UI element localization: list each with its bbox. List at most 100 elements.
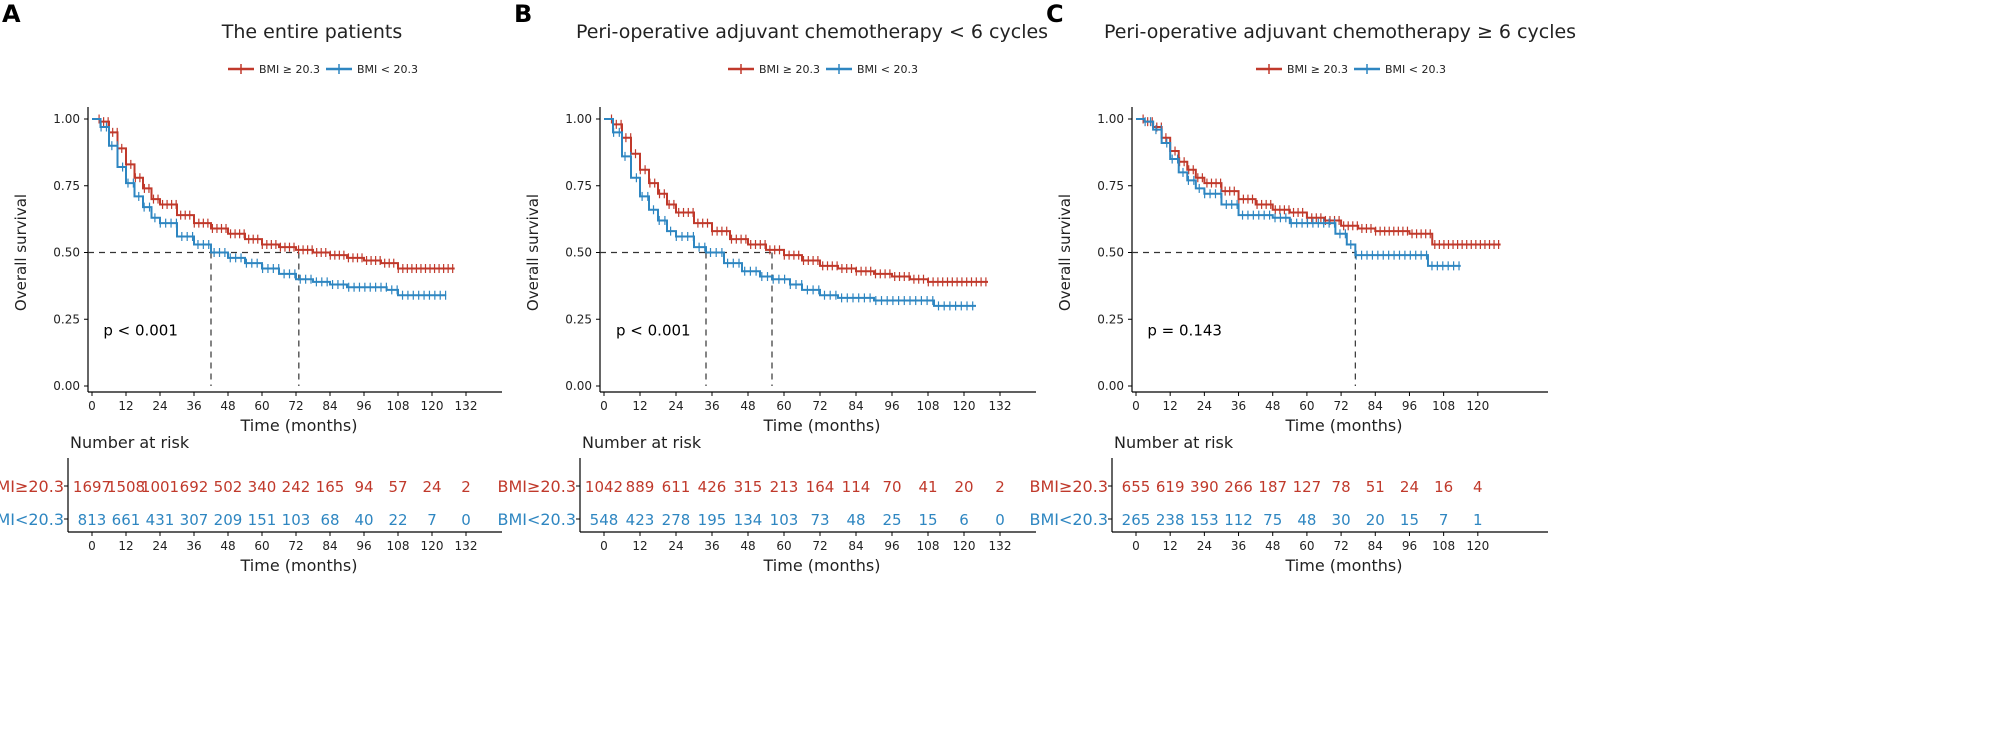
risk-count-high: 1001 (141, 478, 179, 496)
risk-count-low: 7 (1439, 511, 1449, 529)
risk-count-high: 315 (734, 478, 763, 496)
legend-label-low: BMI < 20.3 (857, 63, 918, 76)
risk-count-low: 813 (78, 511, 107, 529)
legend: BMI ≥ 20.3 BMI < 20.3 (728, 63, 918, 76)
x-tick-label: 48 (1265, 399, 1280, 413)
curve-bmi-high-group (1136, 114, 1501, 249)
risk-row-label-low: BMI<20.3 (497, 510, 576, 529)
risk-x-tick-label: 120 (421, 539, 444, 553)
x-tick-label: 120 (953, 399, 976, 413)
x-tick-label: 72 (288, 399, 303, 413)
x-axis-label: Time (months) (1285, 416, 1403, 435)
y-tick-label: 0.75 (1097, 179, 1124, 193)
risk-count-low: 307 (180, 511, 209, 529)
risk-count-high: 78 (1332, 478, 1351, 496)
risk-count-low: 423 (626, 511, 655, 529)
x-tick-label: 72 (1333, 399, 1348, 413)
risk-x-axis-label: Time (months) (1285, 556, 1403, 575)
risk-count-high: 24 (422, 478, 441, 496)
risk-count-high: 692 (180, 478, 209, 496)
risk-count-low: 195 (698, 511, 727, 529)
risk-count-low: 153 (1190, 511, 1219, 529)
curve-bmi-high (92, 118, 455, 270)
x-tick-label: 96 (884, 399, 899, 413)
risk-x-tick-label: 0 (88, 539, 96, 553)
legend: BMI ≥ 20.3 BMI < 20.3 (1256, 63, 1446, 76)
x-tick-label: 48 (740, 399, 755, 413)
risk-x-tick-label: 48 (740, 539, 755, 553)
curve-bmi-low (92, 118, 447, 297)
x-tick-label: 36 (1231, 399, 1246, 413)
x-tick-label: 36 (186, 399, 201, 413)
legend-label-high: BMI ≥ 20.3 (759, 63, 820, 76)
risk-x-tick-label: 36 (186, 539, 201, 553)
risk-table-title: Number at risk (70, 433, 190, 452)
risk-x-tick-label: 12 (632, 539, 647, 553)
x-tick-label: 60 (1299, 399, 1314, 413)
p-value: p < 0.001 (616, 321, 691, 339)
risk-x-tick-label: 120 (1466, 539, 1489, 553)
p-value: p < 0.001 (103, 321, 178, 339)
x-tick-label: 0 (1132, 399, 1140, 413)
x-tick-label: 96 (1402, 399, 1417, 413)
x-tick-label: 108 (387, 399, 410, 413)
risk-count-low: 151 (248, 511, 277, 529)
x-tick-label: 84 (848, 399, 863, 413)
risk-count-high: 2 (995, 478, 1005, 496)
x-tick-label: 24 (1197, 399, 1212, 413)
risk-row-label-high: BMI≥20.3 (1029, 477, 1108, 496)
risk-x-tick-label: 84 (848, 539, 863, 553)
x-tick-label: 120 (1466, 399, 1489, 413)
x-tick-label: 12 (632, 399, 647, 413)
risk-x-tick-label: 84 (322, 539, 337, 553)
curve-bmi-high-group (604, 114, 988, 287)
risk-count-high: 426 (698, 478, 727, 496)
risk-count-high: 1697 (73, 478, 111, 496)
risk-count-high: 70 (882, 478, 901, 496)
risk-count-low: 0 (995, 511, 1005, 529)
risk-row-label-high: BMI≥20.3 (497, 477, 576, 496)
risk-x-tick-label: 0 (1132, 539, 1140, 553)
risk-x-tick-label: 72 (812, 539, 827, 553)
risk-x-tick-label: 72 (1333, 539, 1348, 553)
curve-bmi-low-group (92, 118, 447, 300)
risk-count-low: 0 (461, 511, 471, 529)
x-tick-label: 96 (356, 399, 371, 413)
risk-count-low: 22 (388, 511, 407, 529)
risk-count-low: 134 (734, 511, 763, 529)
risk-table-title: Number at risk (1114, 433, 1234, 452)
risk-x-tick-label: 12 (118, 539, 133, 553)
risk-count-high: 114 (842, 478, 871, 496)
risk-x-tick-label: 36 (704, 539, 719, 553)
risk-count-high: 127 (1293, 478, 1322, 496)
x-tick-label: 24 (668, 399, 683, 413)
risk-count-low: 265 (1122, 511, 1151, 529)
y-tick-label: 1.00 (53, 112, 80, 126)
y-tick-label: 1.00 (1097, 112, 1124, 126)
y-tick-label: 0.00 (565, 379, 592, 393)
risk-count-low: 68 (320, 511, 339, 529)
risk-x-tick-label: 132 (989, 539, 1012, 553)
risk-table-title: Number at risk (582, 433, 702, 452)
risk-count-low: 103 (282, 511, 311, 529)
risk-x-tick-label: 108 (917, 539, 940, 553)
risk-count-high: 41 (918, 478, 937, 496)
risk-x-tick-label: 24 (152, 539, 167, 553)
risk-count-high: 242 (282, 478, 311, 496)
risk-x-tick-label: 120 (953, 539, 976, 553)
risk-x-tick-label: 24 (668, 539, 683, 553)
risk-x-tick-label: 12 (1163, 539, 1178, 553)
risk-x-tick-label: 60 (254, 539, 269, 553)
y-tick-label: 0.50 (53, 246, 80, 260)
risk-count-low: 431 (146, 511, 175, 529)
risk-count-high: 4 (1473, 478, 1483, 496)
risk-x-tick-label: 96 (356, 539, 371, 553)
risk-count-low: 75 (1263, 511, 1282, 529)
risk-count-high: 340 (248, 478, 277, 496)
risk-x-tick-label: 0 (600, 539, 608, 553)
y-tick-label: 0.50 (1097, 246, 1124, 260)
risk-x-tick-label: 96 (1402, 539, 1417, 553)
risk-x-tick-label: 48 (1265, 539, 1280, 553)
curve-bmi-high-group (92, 114, 455, 274)
y-tick-label: 0.25 (565, 312, 592, 326)
